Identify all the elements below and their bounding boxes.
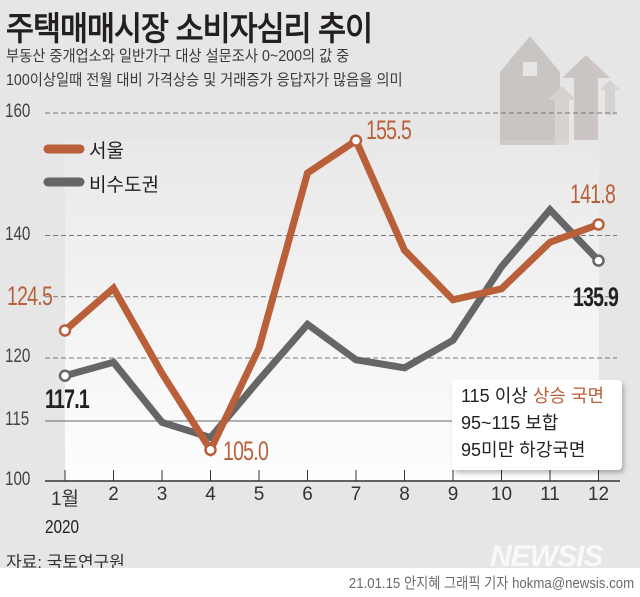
footer-bar [0, 568, 640, 597]
x-tick-label: 10 [490, 484, 513, 505]
legend-label-nonc: 비수도권 [89, 175, 159, 196]
house-arrows-icon [500, 36, 620, 145]
data-label-seoul-dec: 141.8 [570, 179, 616, 209]
phase-flat-label: 95~115 보합 [461, 413, 559, 433]
data-label-seoul-jan: 124.5 [7, 281, 53, 311]
newsis-watermark: NEWSIS [490, 540, 603, 573]
y-tick-label: 100 [5, 468, 31, 490]
x-tick-label: 5 [253, 484, 265, 505]
x-tick-label: 12 [587, 484, 610, 505]
phase-rise-label: 상승 국면 [532, 386, 605, 406]
x-tick-label: 4 [205, 484, 216, 505]
y-tick-label: 120 [5, 346, 31, 367]
data-point-marker [58, 324, 72, 337]
subtitle-line-1: 부동산 중개업소와 일반가구 대상 설문조사 0~200의 값 중 [6, 48, 350, 65]
data-point-marker [592, 218, 605, 231]
phase-legend-box: 115 이상 상승 국면 95~115 보합 95미만 하강국면 [452, 380, 622, 470]
phase-fall-label: 95미만 하강국면 [461, 440, 586, 460]
x-tick-label: 6 [302, 484, 313, 505]
data-point-marker [592, 254, 605, 267]
legend-label-seoul: 서울 [89, 141, 124, 162]
x-tick-label: 1월 [50, 489, 80, 510]
series-line-nonc [64, 204, 602, 442]
phase-rise-prefix: 115 이상 [461, 386, 533, 406]
x-tick-label: 2 [108, 484, 119, 505]
y-tick-label: 140 [5, 223, 31, 245]
x-tick-label: 3 [156, 484, 168, 505]
source-text: 자료: 국토연구원 [6, 553, 125, 572]
subtitle-line-2: 100이상일때 전월 대비 가격상승 및 거래증가 응답자가 많음을 의미 [6, 72, 403, 89]
y-tick-label: 160 [5, 101, 31, 122]
data-point-marker [204, 443, 217, 457]
data-label-nonc-dec: 135.9 [573, 282, 619, 312]
chart-title: 주택매매시장 소비자심리 추이 [6, 10, 373, 47]
data-point-marker [349, 134, 363, 147]
series-line-seoul [62, 135, 600, 458]
x-tick-label: 7 [350, 484, 362, 505]
data-point-marker [58, 369, 72, 383]
y-tick-label: 115 [5, 409, 30, 430]
data-label-seoul-jul: 155.5 [366, 115, 412, 145]
credit-text: 21.01.15 안지혜 그래픽 기자 hokma@newsis.com [348, 575, 634, 592]
x-tick-label: 9 [447, 484, 459, 505]
x-tick-label: 11 [540, 484, 560, 505]
x-tick-label: 8 [399, 484, 410, 505]
data-label-nonc-jan: 117.1 [45, 384, 90, 414]
x-year-label: 2020 [45, 517, 80, 537]
data-label-seoul-apr: 105.0 [223, 436, 269, 466]
